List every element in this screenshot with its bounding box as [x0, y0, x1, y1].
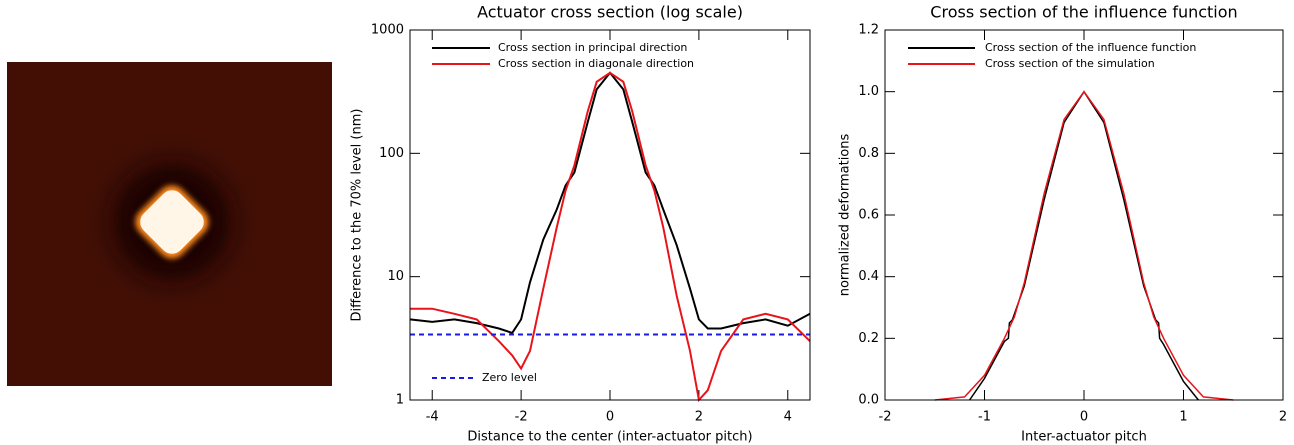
chart-title: Cross section of the influence function — [930, 3, 1237, 22]
y-tick-label: 1.2 — [858, 23, 879, 38]
series-line — [410, 71, 811, 403]
series-line — [934, 90, 1234, 401]
influence-image — [7, 62, 332, 386]
y-tick-label: 1000 — [371, 23, 404, 38]
y-axis-label: Difference to the 70% level (nm) — [350, 109, 365, 322]
x-tick-label: 2 — [695, 410, 703, 425]
series-line — [409, 71, 811, 335]
x-axis-label: Distance to the center (inter-actuator p… — [467, 430, 752, 445]
x-tick-label: 2 — [1279, 410, 1287, 425]
y-tick-label: 0.0 — [858, 393, 879, 408]
x-tick-label: 4 — [784, 410, 792, 425]
x-tick-label: -1 — [978, 410, 991, 425]
y-tick-label: 1 — [396, 393, 404, 408]
x-tick-label: -2 — [879, 410, 892, 425]
x-axis-label: Inter-actuator pitch — [1021, 430, 1147, 445]
y-axis-label: normalized deformations — [838, 133, 853, 296]
x-tick-label: 0 — [606, 410, 614, 425]
y-tick-label: 0.2 — [858, 331, 879, 346]
x-tick-label: -2 — [515, 410, 528, 425]
plot-frame — [884, 29, 1284, 401]
y-tick-label: 0.4 — [858, 269, 879, 284]
legend-label: Cross section in principal direction — [498, 41, 687, 54]
y-tick-label: 10 — [387, 269, 404, 284]
x-tick-label: -4 — [426, 410, 439, 425]
x-tick-label: 0 — [1080, 410, 1088, 425]
legend-label: Cross section of the influence function — [985, 41, 1196, 54]
legend-label: Cross section in diagonale direction — [498, 57, 694, 70]
y-tick-label: 100 — [379, 146, 404, 161]
chart-title: Actuator cross section (log scale) — [477, 3, 743, 22]
y-tick-label: 0.6 — [858, 208, 879, 223]
legend-label: Cross section of the simulation — [985, 57, 1155, 70]
legend-label: Zero level — [482, 371, 537, 384]
y-tick-label: 1.0 — [858, 84, 879, 99]
x-tick-label: 1 — [1179, 410, 1187, 425]
series-line — [968, 90, 1199, 401]
plot-frame — [409, 29, 811, 401]
y-tick-label: 0.8 — [858, 146, 879, 161]
